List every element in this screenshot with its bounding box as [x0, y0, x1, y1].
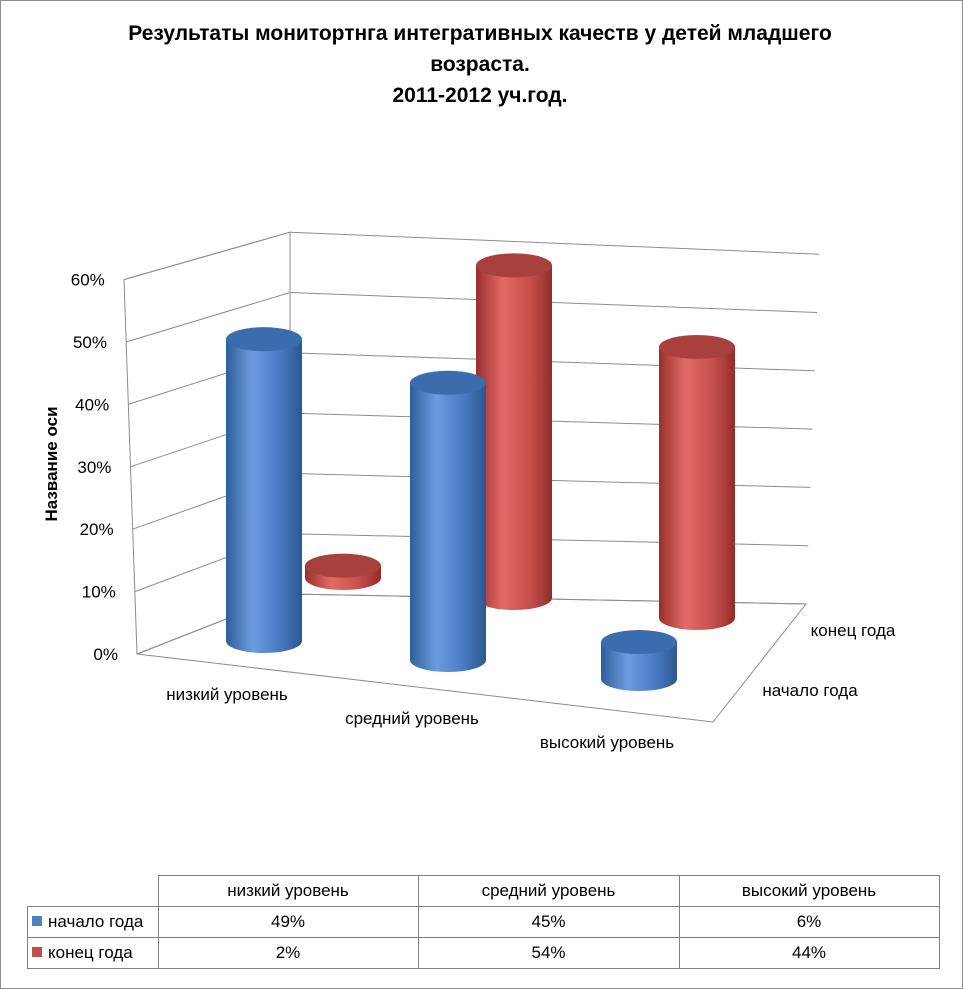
table-row-header: начало года: [27, 906, 159, 938]
legend-key-red: [32, 947, 42, 957]
bar-top: [601, 630, 677, 655]
bars: [226, 253, 735, 691]
title-line-3: 2011-2012 уч.год.: [392, 84, 568, 107]
bar-body: [601, 642, 677, 691]
bar-body: [476, 265, 552, 610]
table-cell: 49%: [157, 906, 419, 938]
y-tick-label: 50%: [73, 333, 107, 352]
plot-area: 0% 10% 20% 30% 40% 50% 60% низкий уровень средн…: [42, 231, 896, 752]
table-row: конец года 2% 54% 44%: [27, 937, 940, 969]
series-axis: конец года начало года: [762, 621, 896, 700]
table-corner: [27, 875, 159, 907]
bar-top: [305, 553, 381, 578]
bar-konets-1: [476, 253, 552, 610]
table-header-cell: средний уровень: [417, 875, 680, 907]
table-header-cell: низкий уровень: [157, 875, 419, 907]
x-tick-label: низкий уровень: [166, 685, 288, 704]
title-line-1: Результаты монитортнга интегративных кач…: [128, 22, 832, 45]
bar-top: [410, 370, 486, 395]
y-axis-title: Название оси: [42, 406, 61, 521]
bar-body: [659, 346, 735, 630]
table-cell: 2%: [157, 937, 419, 969]
bar-body: [226, 339, 302, 653]
chart-title: Результаты монитортнга интегративных кач…: [60, 18, 900, 111]
table-row: начало года 49% 45% 6%: [27, 906, 940, 938]
table-cell: 6%: [678, 906, 940, 938]
bar-top: [226, 327, 302, 352]
table-header-cell: высокий уровень: [678, 875, 940, 907]
y-tick-label: 30%: [77, 458, 111, 477]
depth-tick-label: конец года: [811, 621, 896, 640]
category-axis: низкий уровень средний уровень высокий уро…: [166, 685, 674, 752]
legend-key-blue: [32, 916, 42, 926]
bar-nachalo-2: [601, 630, 677, 691]
bar-top: [659, 334, 735, 359]
bar-body: [410, 382, 486, 672]
bar-nachalo-0: [226, 327, 302, 653]
value-axis: 0% 10% 20% 30% 40% 50% 60%: [71, 271, 118, 664]
table-row-header: конец года: [27, 937, 159, 969]
table-cell: 44%: [678, 937, 940, 969]
y-tick-label: 20%: [80, 520, 114, 539]
data-table: низкий уровень средний уровень высокий у…: [27, 875, 940, 969]
y-tick-label: 40%: [75, 395, 109, 414]
gridline: [123, 231, 820, 281]
bar-konets-2: [659, 334, 735, 630]
depth-tick-label: начало года: [762, 681, 858, 700]
title-line-2: возраста.: [430, 53, 530, 76]
bar-nachalo-1: [410, 370, 486, 672]
table-header-row: низкий уровень средний уровень высокий у…: [27, 875, 940, 907]
y-tick-label: 0%: [93, 645, 118, 664]
table-cell: 45%: [417, 906, 680, 938]
table-cell: 54%: [417, 937, 680, 969]
bar-konets-0: [305, 553, 381, 590]
x-tick-label: высокий уровень: [540, 733, 674, 752]
bar-top: [476, 253, 552, 278]
y-tick-label: 60%: [71, 271, 105, 290]
y-tick-label: 10%: [82, 583, 116, 602]
x-tick-label: средний уровень: [345, 709, 479, 728]
